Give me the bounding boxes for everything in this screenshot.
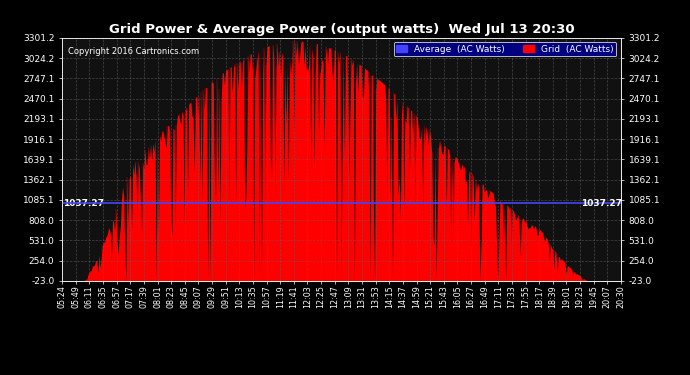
Text: 1037.27: 1037.27 — [581, 199, 622, 208]
Title: Grid Power & Average Power (output watts)  Wed Jul 13 20:30: Grid Power & Average Power (output watts… — [109, 23, 574, 36]
Legend: Average  (AC Watts), Grid  (AC Watts): Average (AC Watts), Grid (AC Watts) — [393, 42, 616, 56]
Text: Copyright 2016 Cartronics.com: Copyright 2016 Cartronics.com — [68, 47, 199, 56]
Text: 1037.27: 1037.27 — [63, 199, 104, 208]
